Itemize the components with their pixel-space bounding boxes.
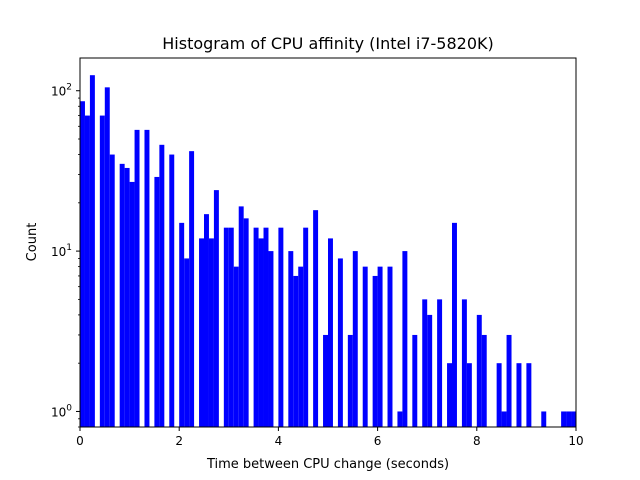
histogram-bar <box>496 363 502 427</box>
histogram-bar <box>199 238 204 427</box>
x-tick-label: 10 <box>568 434 583 448</box>
histogram-bar <box>238 206 244 427</box>
histogram-bars <box>80 75 576 428</box>
histogram-bar <box>253 227 259 427</box>
histogram-bar <box>506 334 512 427</box>
histogram-bar <box>328 238 333 427</box>
histogram-bar <box>303 227 309 427</box>
histogram-bar <box>213 190 219 427</box>
histogram-bar <box>223 227 229 427</box>
histogram-bar <box>189 151 195 427</box>
histogram-bar <box>134 129 140 427</box>
y-tick-label: 100 <box>51 403 72 419</box>
y-tick-label: 102 <box>51 83 72 99</box>
histogram-bar <box>169 154 175 428</box>
x-tick-label: 2 <box>175 434 183 448</box>
histogram-bar <box>298 266 304 427</box>
histogram-bar <box>184 258 190 427</box>
histogram-bar <box>154 176 160 427</box>
histogram-bar <box>397 411 403 427</box>
histogram-bar <box>124 167 130 427</box>
histogram-bar <box>278 227 284 427</box>
y-tick-exponent: 2 <box>66 83 72 93</box>
y-tick-label: 101 <box>51 243 72 259</box>
histogram-bar <box>233 266 239 427</box>
histogram-bar <box>119 163 125 427</box>
histogram-bar <box>461 299 467 427</box>
y-tick-exponent: 1 <box>66 243 72 253</box>
histogram-bar <box>109 154 115 428</box>
histogram-bar <box>89 75 95 427</box>
y-tick-base: 10 <box>51 245 66 259</box>
histogram-bar <box>362 266 368 427</box>
histogram-bar <box>566 411 572 427</box>
histogram-bar <box>387 266 393 427</box>
histogram-bar <box>228 227 234 427</box>
histogram-bar <box>288 251 294 427</box>
histogram-bar <box>452 222 457 427</box>
plot-frame <box>79 57 577 428</box>
histogram-bar <box>476 314 482 427</box>
y-tick-base: 10 <box>51 85 66 99</box>
histogram-bar <box>427 314 433 427</box>
y-tick-base: 10 <box>51 405 66 419</box>
x-axis-label: Time between CPU change (seconds) <box>206 457 449 472</box>
histogram-bar <box>466 363 472 427</box>
histogram-bar <box>372 275 378 427</box>
chart-title: Histogram of CPU affinity (Intel i7-5820… <box>162 34 494 53</box>
histogram-bar <box>352 251 358 427</box>
histogram-bar <box>204 214 209 427</box>
histogram-bar <box>402 251 408 427</box>
y-tick-exponent: 0 <box>66 403 72 413</box>
histogram-bar <box>268 251 274 427</box>
histogram-bar <box>541 411 547 427</box>
x-axis-ticks: 0 2 4 6 8 10 <box>76 427 584 448</box>
histogram-bar <box>337 258 343 427</box>
histogram-bar <box>516 363 522 427</box>
histogram-bar <box>208 238 214 427</box>
histogram-bar <box>179 222 185 427</box>
histogram-bar <box>571 411 576 427</box>
histogram-bar <box>293 275 299 427</box>
histogram-bar <box>561 411 567 427</box>
histogram-bar <box>129 181 135 427</box>
histogram-bar <box>437 299 443 427</box>
x-tick-label: 6 <box>374 434 382 448</box>
histogram-bar <box>159 144 165 427</box>
histogram-bar <box>323 334 328 427</box>
histogram-bar <box>313 210 319 427</box>
y-axis-label: Count <box>25 223 40 262</box>
histogram-bar <box>84 115 90 427</box>
histogram-bar <box>347 334 353 427</box>
histogram-bar <box>422 299 428 427</box>
histogram-bar <box>501 411 507 427</box>
histogram-bar <box>447 363 452 427</box>
histogram-bar <box>263 227 269 427</box>
x-tick-label: 8 <box>473 434 481 448</box>
x-tick-label: 0 <box>76 434 84 448</box>
histogram-bar <box>526 363 532 427</box>
histogram-bar <box>144 129 150 427</box>
histogram-bar <box>80 101 85 428</box>
histogram-bar <box>99 115 105 427</box>
histogram-bar <box>412 334 418 427</box>
histogram-bar <box>243 218 249 427</box>
histogram-bar <box>377 266 383 427</box>
x-tick-label: 4 <box>275 434 283 448</box>
histogram-bar <box>104 87 110 427</box>
histogram-bar <box>258 238 264 427</box>
histogram-bar <box>481 334 487 427</box>
